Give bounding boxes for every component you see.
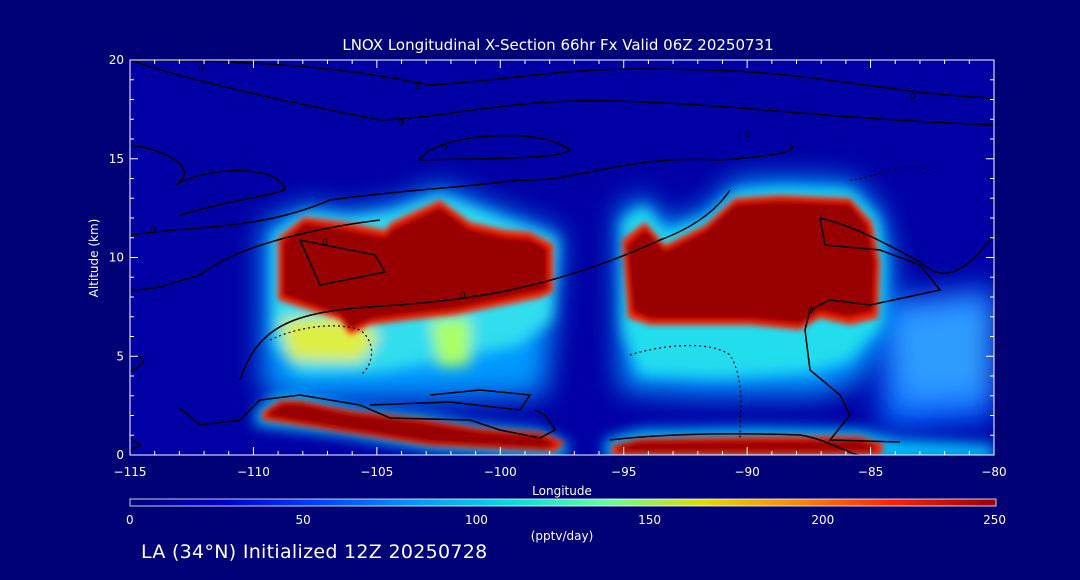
colorbar-tick-label: 250 [983,513,1006,527]
contour-lines [130,60,994,455]
x-tick-label: −110 [237,465,270,479]
contour-label: 0 [460,291,466,301]
west-core [278,200,553,335]
x-axis: −115 −110 −105 −100 −95 −90 −85 −80 [114,60,1007,479]
contour-label: 0 [398,119,404,129]
y-tick-label: 5 [116,349,124,363]
x-tick-label: −100 [484,465,517,479]
contour-label-group: 0 0 0 0 0 0 0 0 0 0 [150,65,916,316]
negative-contours [269,166,931,441]
x-tick-label: −105 [360,465,393,479]
colorbar-tick-label: 200 [811,513,834,527]
y-tick-label: 20 [109,53,124,67]
colorbar-tick-label: 100 [465,513,488,527]
y-axis-label: Altitude (km) [87,219,101,298]
x-tick-label: −80 [981,465,1006,479]
x-tick-label: −115 [114,465,147,479]
y-tick-label: 0 [116,448,124,462]
x-tick-label: −85 [858,465,883,479]
contour-label: 0 [322,238,328,248]
colorbar-ticks: 0 50 100 150 200 250 [126,513,1006,527]
y-tick-label: 15 [109,152,124,166]
contour-label: 0 [808,306,814,316]
y-tick-label: 10 [109,251,124,265]
colorbar-tick-label: 0 [126,513,134,527]
colorbar-tick-label: 150 [638,513,661,527]
colorbar-label: (pptv/day) [531,529,594,543]
x-tick-label: −95 [611,465,636,479]
run-info: LA (34°N) Initialized 12Z 20250728 [141,541,488,563]
x-axis-label: Longitude [532,484,592,498]
contour-label: 0 [415,83,421,93]
lnox-field: 0 0 0 0 0 0 0 0 0 0 [130,60,994,455]
contour-label: 0 [745,130,751,140]
surface-bands [262,400,885,455]
contour-label: 0 [198,65,204,75]
chart-title: LNOX Longitudinal X-Section 66hr Fx Vali… [342,36,773,54]
contour-label: 0 [442,143,448,153]
y-axis: 0 5 10 15 20 [109,53,994,462]
east-tail-plume [880,285,994,430]
east-core [622,195,880,330]
colorbar [129,498,997,507]
x-tick-label: −90 [734,465,759,479]
contour-label: 0 [150,225,156,235]
contour-label: 0 [910,92,916,102]
colorbar-tick-label: 50 [296,513,311,527]
